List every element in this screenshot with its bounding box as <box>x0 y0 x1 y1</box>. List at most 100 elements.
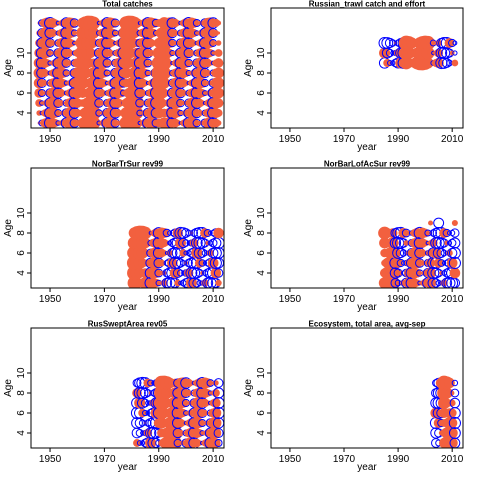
y-tick-label: 8 <box>256 70 267 76</box>
y-tick-label: 4 <box>16 270 27 276</box>
x-tick-label: 1970 <box>333 134 356 145</box>
bubble-positive <box>210 417 222 429</box>
bubble-positive <box>451 59 459 67</box>
x-tick-label: 2010 <box>202 454 225 465</box>
bubble-positive <box>194 407 205 419</box>
plot-frame <box>270 167 464 289</box>
bubble-negative <box>387 60 393 66</box>
bubble-negative <box>452 50 458 56</box>
bubble-positive <box>33 77 45 89</box>
bubble-positive <box>213 58 224 68</box>
y-tick-label: 4 <box>16 110 27 116</box>
bubble-positive <box>172 97 183 109</box>
bubble-positive <box>210 267 222 279</box>
bubble-positive <box>446 257 458 269</box>
x-tick-label: 1990 <box>148 294 171 305</box>
x-axis-label: year <box>118 142 138 153</box>
bubble-positive <box>215 279 222 287</box>
bubble-positive <box>138 89 147 97</box>
bubble-positive <box>194 258 205 268</box>
y-tick-label: 8 <box>16 230 27 236</box>
bubble-negative <box>167 230 173 236</box>
bubble-positive <box>413 279 421 287</box>
y-axis-label: Age <box>3 379 14 397</box>
bubble-group <box>429 375 461 448</box>
panel-3: NorBarTrSur rev99 1950 1970 1990 2010 year 4 6 8… <box>3 160 225 314</box>
bubble-positive <box>210 407 222 419</box>
bubble-positive <box>51 19 60 27</box>
bubble-negative <box>449 397 461 409</box>
x-axis-label: year <box>118 462 138 473</box>
bubble-negative <box>396 258 405 268</box>
bubble-negative <box>147 379 155 387</box>
x-tick-label: 1970 <box>93 294 116 305</box>
x-tick-label: 1950 <box>39 294 62 305</box>
bubble-positive <box>147 49 155 57</box>
bubble-positive <box>215 40 222 46</box>
y-axis-label: Age <box>3 219 14 237</box>
bubble-negative <box>144 419 152 427</box>
bubble-positive <box>68 39 76 47</box>
bubble-positive <box>90 97 102 109</box>
bubble-positive <box>34 88 44 98</box>
bubble-positive <box>98 47 110 59</box>
bubble-positive <box>59 79 68 87</box>
bubble-positive <box>115 120 121 126</box>
bubble-positive <box>171 29 179 37</box>
x-tick-label: 1950 <box>39 454 62 465</box>
bubble-positive <box>107 17 118 29</box>
y-tick-label: 6 <box>256 410 267 416</box>
y-tick-label: 8 <box>16 70 27 76</box>
bubble-positive <box>212 77 224 89</box>
bubble-positive <box>185 389 192 397</box>
bubble-negative <box>177 227 190 239</box>
bubble-positive <box>180 47 192 59</box>
bubble-negative <box>188 277 200 288</box>
bubble-positive <box>200 228 210 238</box>
bubble-group <box>33 15 224 128</box>
bubble-positive <box>87 27 100 39</box>
bubble-positive <box>58 57 69 69</box>
bubble-negative <box>385 48 395 58</box>
bubble-negative <box>183 250 189 256</box>
bubble-positive <box>194 418 205 428</box>
y-tick-label: 10 <box>16 367 27 379</box>
bubble-positive <box>163 69 171 77</box>
bubble-negative <box>172 257 184 269</box>
bubble-negative <box>452 40 458 46</box>
x-tick-label: 1950 <box>279 454 302 465</box>
bubble-positive <box>451 219 458 227</box>
x-tick-label: 1970 <box>93 134 116 145</box>
bubble-negative <box>182 239 190 247</box>
bubble-negative <box>142 409 149 417</box>
x-tick-label: 2010 <box>202 134 225 145</box>
bubble-positive <box>177 429 184 437</box>
bubble-positive <box>216 20 222 26</box>
bubble-positive <box>139 237 151 249</box>
x-tick-label: 2010 <box>441 134 464 145</box>
bubble-positive <box>50 108 61 118</box>
bubble-positive <box>57 99 64 107</box>
bubble-positive <box>131 117 143 128</box>
bubble-positive <box>106 107 119 119</box>
x-tick-label: 2010 <box>441 294 464 305</box>
bubble-positive <box>446 437 458 448</box>
panel-title: NorBarLofAcSur rev99 <box>324 160 411 169</box>
bubble-positive <box>99 57 110 69</box>
bubble-positive <box>92 19 100 27</box>
plot-frame <box>270 327 464 449</box>
bubble-positive <box>398 227 409 239</box>
bubble-positive <box>66 17 78 29</box>
bubble-positive <box>214 109 223 117</box>
bubble-positive <box>98 100 105 106</box>
bubble-negative <box>192 278 202 288</box>
panel-title: Russian_trawl catch and effort <box>309 0 426 9</box>
bubble-negative <box>136 397 148 409</box>
bubble-positive <box>109 39 116 47</box>
bubble-negative <box>381 37 394 49</box>
y-tick-label: 6 <box>256 250 267 256</box>
x-tick-label: 2010 <box>441 454 464 465</box>
x-axis-label: year <box>357 462 377 473</box>
bubble-positive <box>213 67 224 79</box>
bubble-negative <box>135 428 144 438</box>
